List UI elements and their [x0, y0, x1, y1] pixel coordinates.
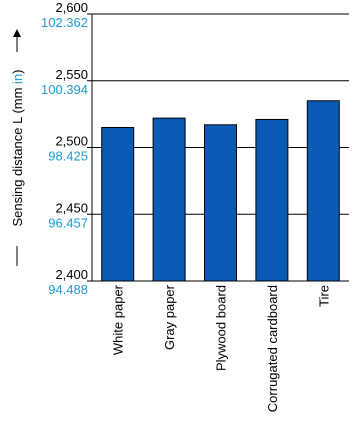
y-axis-title-prefix: Sensing distance L (mm: [10, 84, 25, 227]
up-arrow-icon: [13, 29, 21, 37]
y-tick-label-mm: 2,500: [55, 134, 88, 149]
bar-gray-paper: [152, 117, 186, 282]
x-tick-label: Plywood board: [214, 285, 229, 371]
y-tick-label-mm: 2,400: [55, 267, 88, 282]
bar-tire: [306, 100, 340, 282]
x-tick-label: White paper: [111, 284, 126, 355]
category-labels: White paper Gray paper Plywood board Corrug…: [111, 284, 332, 412]
y-tick-label-in: 102.362: [41, 15, 88, 30]
bar-white-paper: [101, 126, 135, 282]
y-tick-label-in: 94.488: [48, 282, 88, 297]
y-tick-label-in: 100.394: [41, 82, 88, 97]
y-tick-label-in: 96.457: [48, 215, 88, 230]
y-tick-label-mm: 2,600: [55, 0, 88, 15]
x-tick-label: Corrugated cardboard: [265, 285, 280, 412]
y-tick-label-mm: 2,450: [55, 200, 88, 215]
bars-layer: [101, 100, 340, 282]
x-tick-label: Gray paper: [162, 284, 177, 350]
y-tick-label-in: 98.425: [48, 149, 88, 164]
axis-layer: [87, 13, 349, 282]
y-tick-label-mm: 2,550: [55, 67, 88, 82]
bar-corrugated-cardboard: [255, 118, 289, 282]
y-axis-title-suffix: ): [10, 69, 25, 73]
bar-plywood-board: [204, 124, 237, 282]
x-tick-label: Tire: [316, 285, 331, 307]
y-axis-title-unit-in: in: [10, 74, 25, 84]
y-axis-title: Sensing distance L (mm in): [10, 69, 25, 226]
y-axis-label: Sensing distance L (mm in): [10, 29, 25, 266]
tick-labels: 2,40094.4882,45096.4572,50098.4252,55010…: [41, 0, 88, 297]
